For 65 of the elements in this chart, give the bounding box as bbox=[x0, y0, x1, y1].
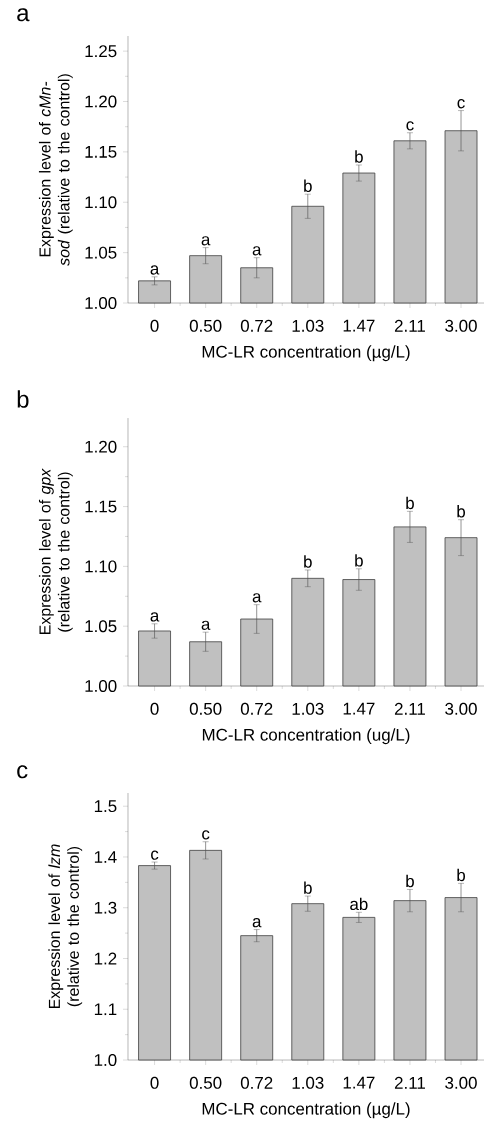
y-tick-label: 1.15 bbox=[85, 145, 117, 158]
x-axis-title: MC-LR concentration (µg/L) bbox=[202, 1102, 410, 1119]
x-tick-label: 0 bbox=[150, 1076, 159, 1089]
annotation: c bbox=[202, 830, 210, 840]
annotation: b bbox=[355, 150, 363, 163]
y-tick-label: 1.15 bbox=[85, 500, 117, 513]
annotation: b bbox=[457, 505, 466, 518]
annotation: a bbox=[252, 918, 262, 928]
annotation: a bbox=[150, 612, 160, 622]
x-tick-label: 0.72 bbox=[240, 1076, 273, 1089]
y-tick-label: 1.0 bbox=[94, 1054, 117, 1067]
chart-title: a bbox=[17, 8, 30, 22]
y-tick-label: 1.10 bbox=[85, 196, 117, 209]
x-tick-label: 3.00 bbox=[445, 319, 477, 332]
annotation: a bbox=[252, 593, 262, 603]
x-tick-label: 1.47 bbox=[343, 702, 375, 715]
annotation: b bbox=[304, 179, 312, 193]
x-axis-title: MC-LR concentration (ug/L) bbox=[202, 728, 410, 745]
y-tick-label: 1.00 bbox=[85, 680, 117, 693]
chart-title: b bbox=[17, 390, 29, 408]
y-tick-label: 1.00 bbox=[85, 297, 117, 310]
chart-title: c bbox=[17, 765, 28, 779]
annotation: b bbox=[457, 868, 466, 882]
x-tick-label: 0.72 bbox=[240, 319, 273, 332]
annotation: a bbox=[201, 236, 211, 246]
y-tick-label: 1.2 bbox=[94, 952, 117, 965]
annotation: a bbox=[150, 265, 160, 275]
x-tick-label: 1.03 bbox=[292, 1076, 324, 1089]
annotation: b bbox=[304, 881, 312, 894]
x-tick-label: 2.11 bbox=[394, 1076, 425, 1089]
x-tick-label: 0.50 bbox=[189, 702, 222, 715]
y-tick-label: 1.20 bbox=[85, 440, 117, 453]
x-tick-label: 0.50 bbox=[189, 319, 222, 332]
annotation: b bbox=[355, 554, 363, 567]
annotation: a bbox=[201, 620, 211, 630]
annotation: b bbox=[304, 555, 312, 568]
y-tick-label: 1.25 bbox=[85, 45, 117, 58]
y-tick-label: 1.1 bbox=[94, 1003, 117, 1016]
x-tick-label: 0 bbox=[150, 702, 159, 715]
x-tick-label: 0 bbox=[150, 319, 159, 332]
y-tick-label: 1.4 bbox=[94, 851, 117, 863]
y-tick-label: 1.5 bbox=[94, 800, 117, 813]
x-tick-label: 2.11 bbox=[394, 319, 425, 332]
x-tick-label: 1.47 bbox=[343, 319, 375, 332]
annotation: c bbox=[457, 99, 465, 109]
y-tick-label: 1.10 bbox=[85, 560, 117, 573]
annotation: c bbox=[151, 850, 159, 860]
y-tick-label: 1.05 bbox=[85, 246, 117, 259]
x-tick-label: 1.47 bbox=[343, 1076, 375, 1089]
annotation: ab bbox=[350, 897, 368, 911]
x-tick-label: 2.11 bbox=[394, 702, 425, 715]
annotation: b bbox=[406, 874, 414, 888]
x-tick-label: 0.72 bbox=[240, 702, 273, 715]
annotation: b bbox=[406, 496, 414, 510]
x-tick-label: 3.00 bbox=[445, 702, 477, 715]
annotation: a bbox=[252, 246, 262, 256]
x-axis-title: MC-LR concentration (µg/L) bbox=[202, 345, 410, 362]
x-tick-label: 1.03 bbox=[292, 702, 324, 715]
annotation: c bbox=[406, 121, 414, 131]
x-tick-label: 0.50 bbox=[189, 1076, 222, 1089]
x-tick-label: 1.03 bbox=[292, 319, 324, 332]
y-tick-label: 1.05 bbox=[85, 620, 117, 633]
y-tick-label: 1.20 bbox=[85, 95, 117, 108]
x-tick-label: 3.00 bbox=[445, 1076, 477, 1089]
y-tick-label: 1.3 bbox=[94, 901, 117, 914]
